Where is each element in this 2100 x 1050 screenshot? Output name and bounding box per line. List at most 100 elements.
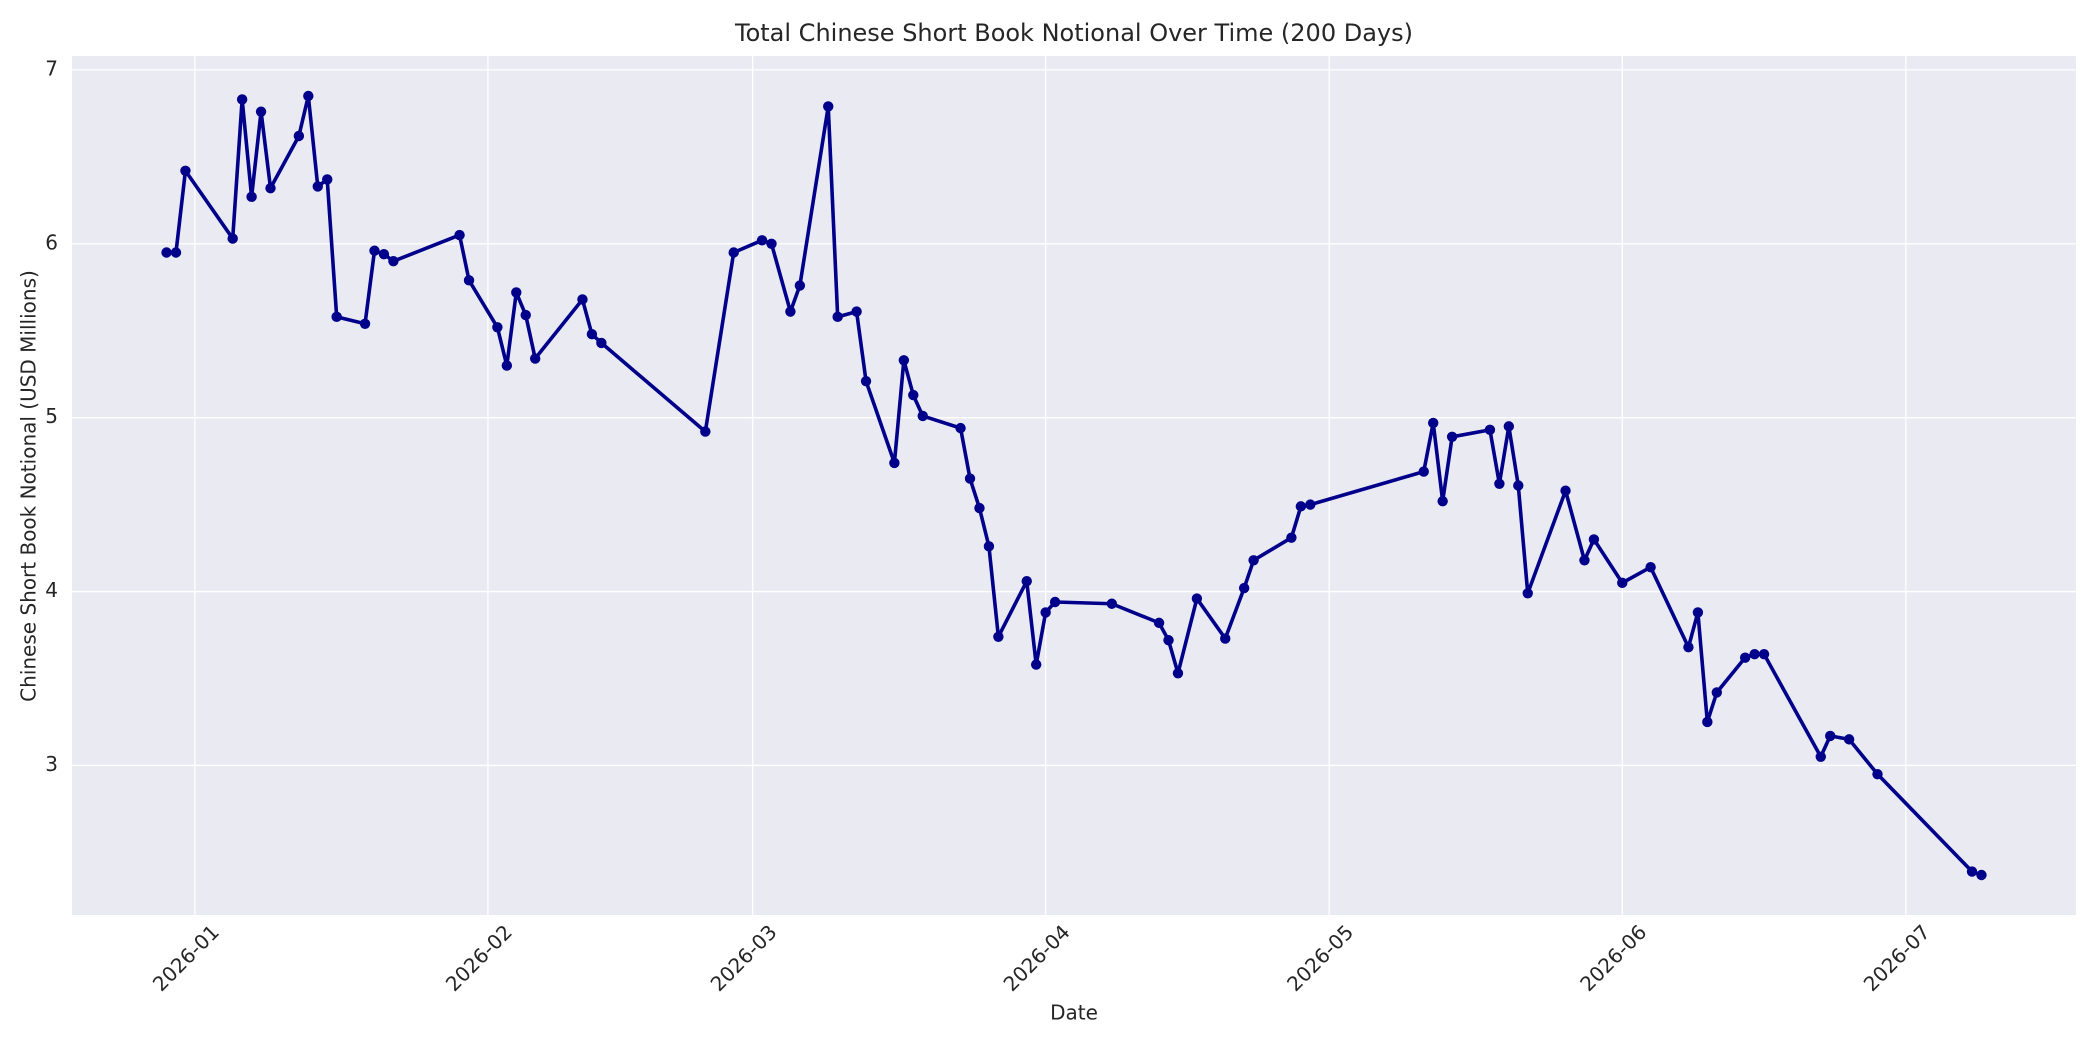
data-point bbox=[860, 375, 872, 387]
data-point bbox=[312, 181, 323, 192]
data-point bbox=[785, 306, 796, 317]
data-point bbox=[511, 287, 522, 298]
data-point bbox=[293, 130, 305, 142]
x-tick-label: 2026-05 bbox=[1282, 920, 1358, 996]
data-point bbox=[1579, 555, 1590, 566]
data-point bbox=[501, 360, 513, 371]
data-point bbox=[756, 235, 768, 246]
y-tick-label: 3 bbox=[45, 752, 58, 776]
grid bbox=[72, 56, 2076, 915]
data-point bbox=[520, 309, 531, 321]
data-layer bbox=[161, 90, 1987, 881]
data-point bbox=[236, 94, 248, 105]
data-point bbox=[823, 101, 834, 112]
data-point bbox=[388, 255, 399, 267]
data-point bbox=[1172, 668, 1184, 679]
data-point bbox=[700, 426, 711, 437]
data-point bbox=[917, 410, 928, 422]
x-tick-label: 2026-03 bbox=[706, 920, 782, 996]
data-point bbox=[1513, 480, 1524, 491]
data-point bbox=[303, 90, 314, 102]
data-point bbox=[1758, 648, 1770, 660]
data-point bbox=[265, 182, 276, 194]
data-point bbox=[378, 249, 390, 260]
data-point bbox=[1049, 596, 1061, 608]
data-point bbox=[1494, 478, 1505, 489]
data-point bbox=[586, 329, 598, 340]
data-point bbox=[993, 631, 1004, 642]
data-point bbox=[728, 247, 739, 258]
data-point bbox=[369, 245, 380, 256]
data-point bbox=[1021, 575, 1032, 587]
data-point bbox=[851, 306, 862, 317]
x-tick-label: 2026-06 bbox=[1575, 920, 1651, 996]
x-tick-label: 2026-02 bbox=[441, 920, 517, 996]
data-point bbox=[227, 233, 238, 244]
data-point bbox=[577, 294, 588, 305]
data-point bbox=[1437, 495, 1448, 507]
data-point bbox=[898, 355, 910, 366]
data-point bbox=[1248, 555, 1259, 566]
data-point bbox=[1966, 866, 1978, 877]
data-point bbox=[161, 247, 172, 258]
data-point bbox=[1617, 577, 1628, 589]
data-point bbox=[1163, 635, 1174, 646]
data-point bbox=[1560, 485, 1571, 496]
data-point bbox=[1503, 421, 1515, 432]
data-point bbox=[983, 541, 995, 552]
y-tick-label: 7 bbox=[45, 56, 58, 80]
data-point bbox=[1030, 659, 1042, 670]
data-point bbox=[1191, 593, 1203, 604]
x-axis-label: Date bbox=[1050, 1001, 1098, 1025]
data-point bbox=[1446, 431, 1458, 443]
data-point bbox=[908, 389, 919, 401]
data-point bbox=[322, 174, 333, 185]
y-tick-label: 6 bbox=[45, 230, 58, 254]
y-tick-label: 4 bbox=[45, 578, 58, 602]
y-tick-label: 5 bbox=[45, 404, 58, 428]
data-point bbox=[1220, 633, 1231, 644]
data-point bbox=[955, 422, 966, 434]
data-point bbox=[1711, 687, 1722, 698]
data-point bbox=[1418, 466, 1429, 477]
data-point bbox=[1588, 534, 1600, 545]
data-point bbox=[1238, 582, 1250, 594]
chart-title: Total Chinese Short Book Notional Over T… bbox=[734, 19, 1413, 47]
data-point bbox=[359, 318, 371, 329]
data-point bbox=[766, 238, 777, 249]
data-point bbox=[170, 247, 182, 258]
data-point bbox=[180, 165, 191, 176]
x-tick-label: 2026-01 bbox=[148, 920, 224, 996]
data-point bbox=[1749, 648, 1760, 660]
data-point bbox=[1040, 607, 1051, 618]
data-point bbox=[1739, 652, 1751, 663]
data-point bbox=[794, 280, 806, 291]
y-axis-label: Chinese Short Book Notional (USD Million… bbox=[17, 270, 41, 702]
data-point bbox=[331, 311, 342, 323]
data-point bbox=[529, 353, 541, 364]
data-point bbox=[596, 337, 607, 349]
data-point bbox=[1645, 562, 1656, 573]
data-point bbox=[1106, 598, 1118, 609]
data-point bbox=[974, 502, 985, 514]
data-point bbox=[964, 473, 976, 484]
data-point bbox=[1825, 730, 1836, 742]
data-point bbox=[1815, 751, 1826, 762]
data-point bbox=[255, 106, 267, 117]
data-point bbox=[454, 229, 465, 241]
data-point bbox=[1295, 501, 1307, 512]
data-point bbox=[463, 275, 475, 286]
data-point bbox=[492, 322, 503, 333]
data-point bbox=[1428, 417, 1439, 429]
data-point bbox=[1484, 424, 1496, 436]
data-point bbox=[1692, 607, 1704, 618]
data-point bbox=[832, 311, 843, 323]
x-tick-label: 2026-04 bbox=[999, 920, 1075, 996]
data-point bbox=[1522, 588, 1533, 599]
x-tick-label: 2026-07 bbox=[1859, 920, 1935, 996]
plot-area bbox=[72, 56, 2076, 915]
data-point bbox=[246, 191, 257, 203]
data-point bbox=[1843, 734, 1855, 745]
data-point bbox=[1683, 642, 1694, 653]
data-point bbox=[1153, 617, 1165, 629]
